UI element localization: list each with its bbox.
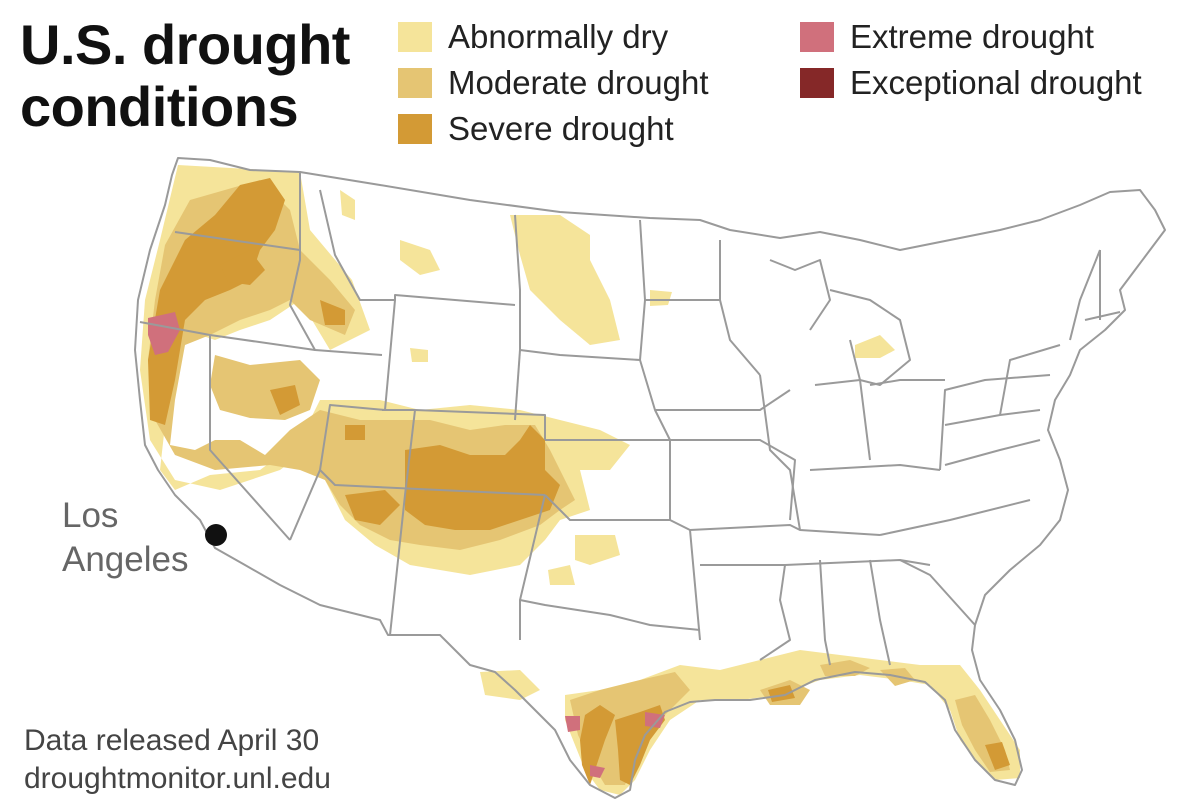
data-source: droughtmonitor.unl.edu — [24, 762, 331, 795]
data-release-date: Data released April 30 — [24, 724, 320, 757]
legend-item-exceptional-drought: Exceptional drought — [800, 60, 1142, 106]
legend-item-moderate-drought: Moderate drought — [398, 60, 709, 106]
title-line-2: conditions — [20, 75, 299, 138]
drought-layer-severe — [148, 178, 1010, 785]
legend-item-severe-drought: Severe drought — [398, 106, 709, 152]
legend-column-2: Extreme drought Exceptional drought — [800, 14, 1142, 106]
legend-label: Severe drought — [448, 110, 674, 147]
los-angeles-marker — [205, 524, 227, 546]
footer-credits: Data released April 30 droughtmonitor.un… — [24, 722, 331, 798]
map-title: U.S. drought conditions — [20, 14, 350, 138]
legend-swatch — [800, 22, 834, 52]
drought-layer-extreme — [148, 312, 665, 778]
legend-swatch — [800, 68, 834, 98]
city-label-line-2: Angeles — [62, 540, 189, 579]
legend-swatch — [398, 114, 432, 144]
legend-label: Exceptional drought — [850, 64, 1142, 101]
city-label-line-1: Los — [62, 496, 119, 535]
legend-swatch — [398, 22, 432, 52]
legend-label: Moderate drought — [448, 64, 709, 101]
legend-label: Extreme drought — [850, 18, 1094, 55]
title-line-1: U.S. drought — [20, 13, 350, 76]
state-borders — [134, 157, 1166, 799]
legend-swatch — [398, 68, 432, 98]
legend-column-1: Abnormally dry Moderate drought Severe d… — [398, 14, 709, 152]
legend-item-abnormally-dry: Abnormally dry — [398, 14, 709, 60]
legend-label: Abnormally dry — [448, 18, 669, 55]
legend-item-extreme-drought: Extreme drought — [800, 14, 1142, 60]
city-label-los-angeles: Los Angeles — [62, 494, 188, 582]
